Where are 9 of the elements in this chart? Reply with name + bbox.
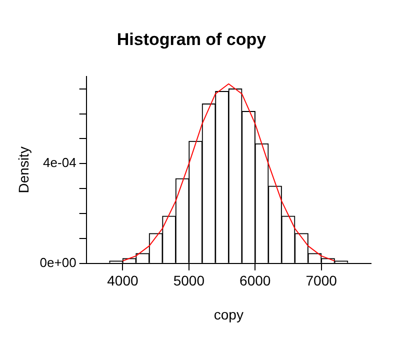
x-tick-label: 6000 — [240, 272, 271, 289]
x-axis-title: copy — [214, 306, 244, 322]
x-tick-label: 5000 — [173, 272, 205, 289]
y-axis-title: Density — [15, 146, 32, 194]
y-tick-label: 0e+00 — [40, 254, 76, 270]
chart-title: Histogram of copy — [116, 30, 267, 49]
y-tick-label: 4e-04 — [43, 155, 76, 170]
x-tick-label: 7000 — [306, 272, 338, 289]
x-tick-label: 4000 — [107, 272, 139, 289]
